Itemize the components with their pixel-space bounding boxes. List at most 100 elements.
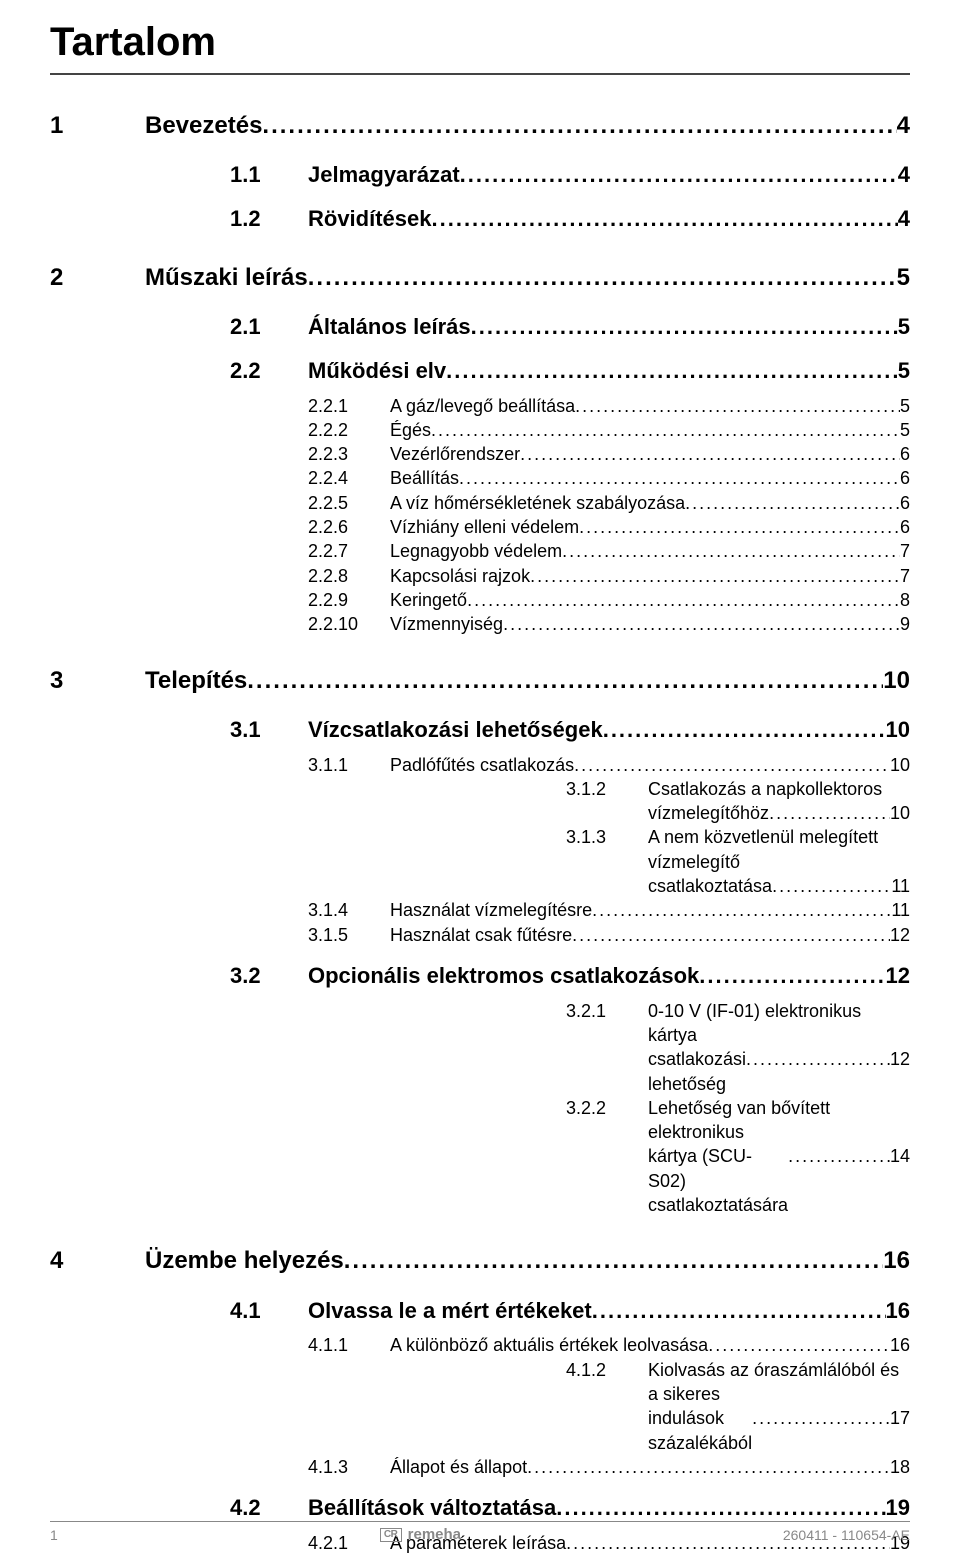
toc-entry-line: csatlakoztatása.........................…: [566, 874, 910, 898]
toc-entry-label: Vízhiány elleni védelem: [390, 515, 579, 539]
toc-entry-page: 8: [900, 588, 910, 612]
toc-leader-dots: ........................................…: [788, 1144, 890, 1168]
toc-entry: 4.2Beállítások változtatása.............…: [230, 1493, 910, 1523]
toc-entry-number: 2.2.3: [308, 442, 390, 466]
toc-leader-dots: ........................................…: [530, 564, 900, 588]
toc-entry-number-spacer: [566, 801, 648, 825]
toc-entry-number: 2.2.5: [308, 491, 390, 515]
toc-leader-dots: ........................................…: [752, 1406, 890, 1430]
toc-leader-dots: ........................................…: [772, 874, 891, 898]
toc-entry-label: vízmelegítőhöz: [648, 801, 769, 825]
toc-entry: 1.2Rövidítések..........................…: [230, 204, 910, 234]
toc-entry-label: Használat csak fűtésre: [390, 923, 572, 947]
toc-entry-number: 4.1.2: [566, 1358, 648, 1382]
toc-entry-page: 5: [898, 312, 910, 342]
toc-entry: 3.2Opcionális elektromos csatlakozások..…: [230, 961, 910, 991]
toc-entry-label: kártya (SCU-S02) csatlakoztatására: [648, 1144, 788, 1217]
toc-entry-page: 12: [890, 923, 910, 947]
toc-leader-dots: ........................................…: [562, 539, 900, 563]
toc-entry-number: 3.1.1: [308, 753, 390, 777]
toc-entry: 4.1.2Kiolvasás az óraszámlálóból és a si…: [308, 1358, 910, 1455]
footer-page-number: 1: [50, 1527, 58, 1543]
toc-leader-dots: ........................................…: [708, 1333, 890, 1357]
toc-entry-label: Keringető: [390, 588, 467, 612]
toc-entry-number: 2.2.7: [308, 539, 390, 563]
toc-entry-label: Olvassa le a mért értékeket: [308, 1296, 592, 1326]
toc-entry-number: 3.2.2: [566, 1096, 648, 1120]
toc-leader-dots: ........................................…: [685, 491, 900, 515]
toc-entry-number: 3: [50, 665, 145, 697]
toc-entry-label: A nem közvetlenül melegített vízmelegítő: [648, 825, 910, 874]
toc-entry: 2.2.3Vezérlőrendszer....................…: [308, 442, 910, 466]
toc-entry-page: 10: [886, 715, 910, 745]
toc-leader-dots: ........................................…: [575, 394, 900, 418]
toc-entry-label: Használat vízmelegítésre: [390, 898, 592, 922]
toc-entry-page: 4: [897, 110, 910, 142]
toc-entry-line: vízmelegítőhöz..........................…: [566, 801, 910, 825]
toc-entry-label: Vízcsatlakozási lehetőségek: [308, 715, 603, 745]
toc-leader-dots: ........................................…: [262, 110, 896, 142]
toc-entry: 3.2.10-10 V (IF-01) elektronikus kártya …: [308, 999, 910, 1096]
toc-entry-number: 2: [50, 262, 145, 294]
toc-leader-dots: ........................................…: [432, 204, 898, 234]
toc-entry: 2.2.8Kapcsolási rajzok..................…: [308, 564, 910, 588]
toc-leader-dots: ........................................…: [603, 715, 886, 745]
toc-leader-dots: ........................................…: [431, 418, 900, 442]
toc-entry-number: 2.2.6: [308, 515, 390, 539]
toc-leader-dots: ........................................…: [503, 612, 900, 636]
toc-entry-number: 3.1.5: [308, 923, 390, 947]
toc-entry-page: 10: [890, 753, 910, 777]
toc-entry: 2.2.7Legnagyobb védelem.................…: [308, 539, 910, 563]
toc-entry-page: 14: [890, 1144, 910, 1168]
toc-entry: 4.1.1A különböző aktuális értékek leolva…: [308, 1333, 910, 1357]
toc-entry-number: 1.2: [230, 204, 308, 234]
toc-entry-line: 3.1.2Csatlakozás a napkollektoros: [566, 777, 910, 801]
toc-entry-label: Működési elv: [308, 356, 446, 386]
toc-entry-label: Égés: [390, 418, 431, 442]
page-title: Tartalom: [50, 20, 910, 65]
toc-leader-dots: ........................................…: [556, 1493, 885, 1523]
toc-entry-number-spacer: [566, 1144, 648, 1168]
toc-leader-dots: ........................................…: [446, 356, 898, 386]
toc-entry-label: Csatlakozás a napkollektoros: [648, 777, 882, 801]
toc-entry-number: 2.2.1: [308, 394, 390, 418]
toc-entry-number-spacer: [566, 1047, 648, 1071]
toc-entry-label: A különböző aktuális értékek leolvasása: [390, 1333, 708, 1357]
toc-entry-label: Általános leírás: [308, 312, 471, 342]
toc-leader-dots: ........................................…: [699, 961, 885, 991]
toc-entry-page: 16: [886, 1296, 910, 1326]
toc-entry-page: 11: [891, 898, 910, 922]
toc-entry-line: 3.2.2Lehetőség van bővített elektronikus: [566, 1096, 910, 1145]
toc-entry-label: Telepítés: [145, 665, 247, 697]
toc-entry-page: 7: [900, 539, 910, 563]
toc-entry-number: 2.2.10: [308, 612, 390, 636]
toc-entry-page: 5: [897, 262, 910, 294]
toc-entry-page: 12: [886, 961, 910, 991]
footer-doc-code: 260411 - 110654-AE: [783, 1527, 910, 1543]
toc-entry-label: Opcionális elektromos csatlakozások: [308, 961, 699, 991]
toc-entry: 3.2.2Lehetőség van bővített elektronikus…: [308, 1096, 910, 1217]
toc-entry-number: 1: [50, 110, 145, 142]
toc-entry-page: 12: [890, 1047, 910, 1071]
toc-entry: 2.2.1A gáz/levegő beállítása............…: [308, 394, 910, 418]
toc-entry: 3.1.4Használat vízmelegítésre...........…: [308, 898, 910, 922]
toc-leader-dots: ........................................…: [572, 923, 890, 947]
toc-entry-number: 2.2.9: [308, 588, 390, 612]
toc-entry-label: Bevezetés: [145, 110, 262, 142]
toc-entry-label: Vezérlőrendszer: [390, 442, 520, 466]
toc-entry-number: 1.1: [230, 160, 308, 190]
toc-entry-number-spacer: [566, 874, 648, 898]
toc-leader-dots: ........................................…: [592, 1296, 886, 1326]
toc-entry-label: Műszaki leírás: [145, 262, 308, 294]
title-rule: [50, 73, 910, 75]
toc-entry: 4.1.3Állapot és állapot.................…: [308, 1455, 910, 1479]
toc-entry-page: 6: [900, 466, 910, 490]
toc-leader-dots: ........................................…: [579, 515, 900, 539]
toc-entry-line: indulások százalékából..................…: [566, 1406, 910, 1455]
toc-entry: 3.1.5Használat csak fűtésre.............…: [308, 923, 910, 947]
toc-entry-line: csatlakozási lehetőség..................…: [566, 1047, 910, 1096]
toc-entry-page: 19: [886, 1493, 910, 1523]
toc-entry-number: 2.1: [230, 312, 308, 342]
toc-entry-number: 2.2: [230, 356, 308, 386]
toc-entry-label: 0-10 V (IF-01) elektronikus kártya: [648, 999, 910, 1048]
